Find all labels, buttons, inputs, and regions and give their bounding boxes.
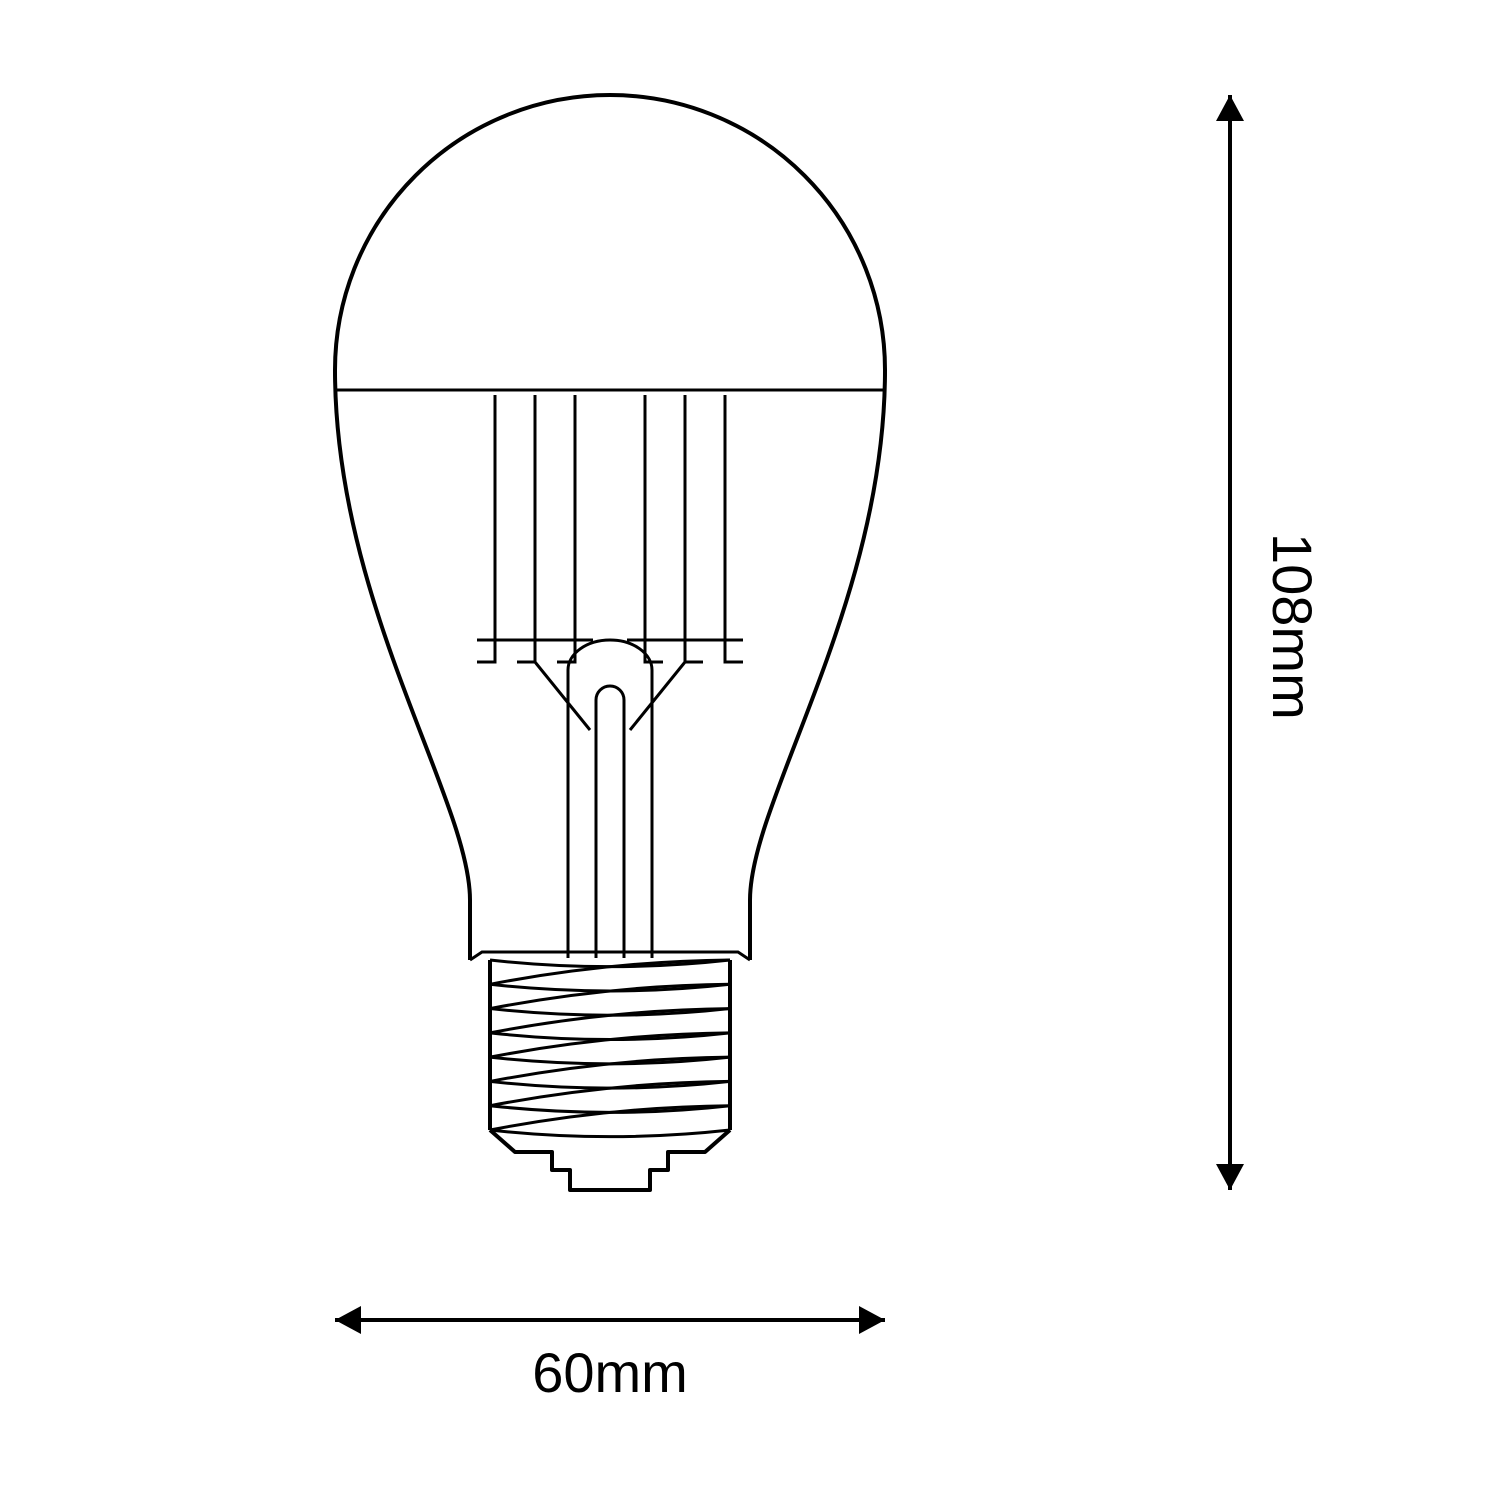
base-contact-tip [490,1130,730,1190]
thread-front-7 [490,1130,730,1137]
filament-left-hook-1 [517,640,535,662]
filament-left-lead [535,662,590,730]
width-dimension-label: 60mm [510,1340,710,1405]
stem-inner [596,686,624,958]
height-dimension-label: 108mm [1260,533,1325,720]
filament-right-hook-2 [725,640,743,662]
width-dimension-head [335,1306,361,1334]
bulb-glass-outline [335,95,885,960]
height-dimension-head [1216,95,1244,121]
bulb-technical-drawing [0,0,1500,1500]
width-dimension-head [859,1306,885,1334]
filament-right-hook-1 [685,640,703,662]
height-dimension-head [1216,1164,1244,1190]
diagram-canvas: 60mm 108mm [0,0,1500,1500]
stem-top-arc [568,640,652,670]
filament-right-lead [630,662,685,730]
filament-left-hook-0 [477,640,495,662]
